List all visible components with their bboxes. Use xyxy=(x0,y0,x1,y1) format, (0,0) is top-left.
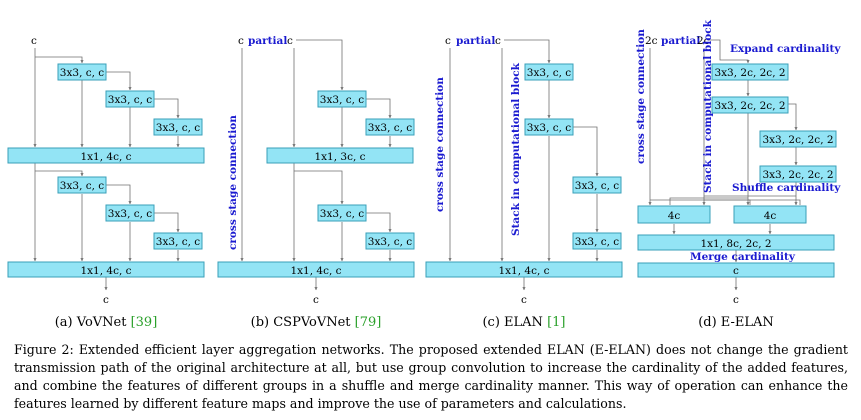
elan-input-label: c xyxy=(445,35,451,47)
e-elan-box-1: 3x3, 2c, 2c, 2 xyxy=(714,67,785,79)
e-elan-box-4: 3x3, 2c, 2c, 2 xyxy=(762,169,833,181)
e-elan-expand-label: Expand cardinality xyxy=(730,43,841,55)
elan-box-1: 3x3, c, c xyxy=(527,67,572,79)
vovnet-box-6: 3x3, c, c xyxy=(108,208,153,220)
e-elan-cross-stage-label: cross stage connection xyxy=(635,29,647,164)
e-elan-output-label: c xyxy=(733,294,739,306)
vovnet-output-label: c xyxy=(103,294,109,306)
elan-box-4: 3x3, c, c xyxy=(575,236,620,248)
elan-box-2: 3x3, c, c xyxy=(527,122,572,134)
e-elan-box-5: 4c xyxy=(668,210,681,222)
vovnet-box-1: 3x3, c, c xyxy=(60,67,105,79)
panel-cspvovnet: c partial c cross stage connection 3x3, … xyxy=(217,35,415,330)
cspvovnet-caption: (b) CSPVoVNet [79] xyxy=(251,315,382,330)
e-elan-input-right-label: 2c xyxy=(697,35,710,47)
cspvovnet-input-label: c xyxy=(238,35,244,47)
cspvovnet-box-1: 3x3, c, c xyxy=(320,94,365,106)
panel-e-elan: 2c partial 2c Expand cardinality cross s… xyxy=(635,19,841,330)
e-elan-input-label: 2c xyxy=(645,35,658,47)
e-elan-caption: (d) E-ELAN xyxy=(698,315,774,330)
cspvovnet-box-4: 3x3, c, c xyxy=(320,208,365,220)
vovnet-box-3: 3x3, c, c xyxy=(156,122,201,134)
e-elan-diagram: c 3x3, c, c 3x3, c, c 3x3, c, c 1x1, 4c,… xyxy=(7,19,841,330)
panel-vovnet: c 3x3, c, c 3x3, c, c 3x3, c, c 1x1, 4c,… xyxy=(7,35,205,330)
elan-stack-label: Stack in computational block xyxy=(510,62,522,236)
e-elan-box-7: 1x1, 8c, 2c, 2 xyxy=(700,238,771,250)
vovnet-box-7: 3x3, c, c xyxy=(156,236,201,248)
e-elan-box-2: 3x3, 2c, 2c, 2 xyxy=(714,100,785,112)
elan-input-right-label: c xyxy=(495,35,501,47)
vovnet-box-2: 3x3, c, c xyxy=(108,94,153,106)
e-elan-shuffle-label: Shuffle cardinality xyxy=(732,182,841,194)
cspvovnet-partial-label: partial xyxy=(248,35,287,47)
vovnet-box-4: 1x1, 4c, c xyxy=(80,151,131,163)
elan-output-label: c xyxy=(521,294,527,306)
e-elan-box-8: c xyxy=(733,265,739,277)
cspvovnet-box-6: 1x1, 4c, c xyxy=(290,265,341,277)
vovnet-input-label: c xyxy=(31,35,37,47)
cspvovnet-output-label: c xyxy=(313,294,319,306)
cspvovnet-box-3: 1x1, 3c, c xyxy=(314,151,365,163)
e-elan-box-3: 3x3, 2c, 2c, 2 xyxy=(762,134,833,146)
cspvovnet-cross-stage-label: cross stage connection xyxy=(227,115,239,250)
elan-cross-stage-label: cross stage connection xyxy=(434,77,446,212)
cspvovnet-input-right-label: c xyxy=(287,35,293,47)
vovnet-box-8: 1x1, 4c, c xyxy=(80,265,131,277)
elan-caption: (c) ELAN [1] xyxy=(482,315,565,330)
elan-box-5: 1x1, 4c, c xyxy=(498,265,549,277)
cspvovnet-box-5: 3x3, c, c xyxy=(368,236,413,248)
elan-box-3: 3x3, c, c xyxy=(575,180,620,192)
elan-partial-label: partial xyxy=(456,35,495,47)
vovnet-caption: (a) VoVNet [39] xyxy=(55,315,158,330)
e-elan-stack-label: Stack in computational block xyxy=(702,19,714,193)
e-elan-merge-label: Merge cardinality xyxy=(690,251,796,263)
vovnet-box-5: 3x3, c, c xyxy=(60,180,105,192)
panel-elan: c partial c cross stage connection Stack… xyxy=(425,35,623,330)
figure-caption: Figure 2: Extended efficient layer aggre… xyxy=(14,342,848,411)
cspvovnet-box-2: 3x3, c, c xyxy=(368,122,413,134)
e-elan-partial-label: partial xyxy=(661,35,700,47)
e-elan-box-6: 4c xyxy=(764,210,777,222)
